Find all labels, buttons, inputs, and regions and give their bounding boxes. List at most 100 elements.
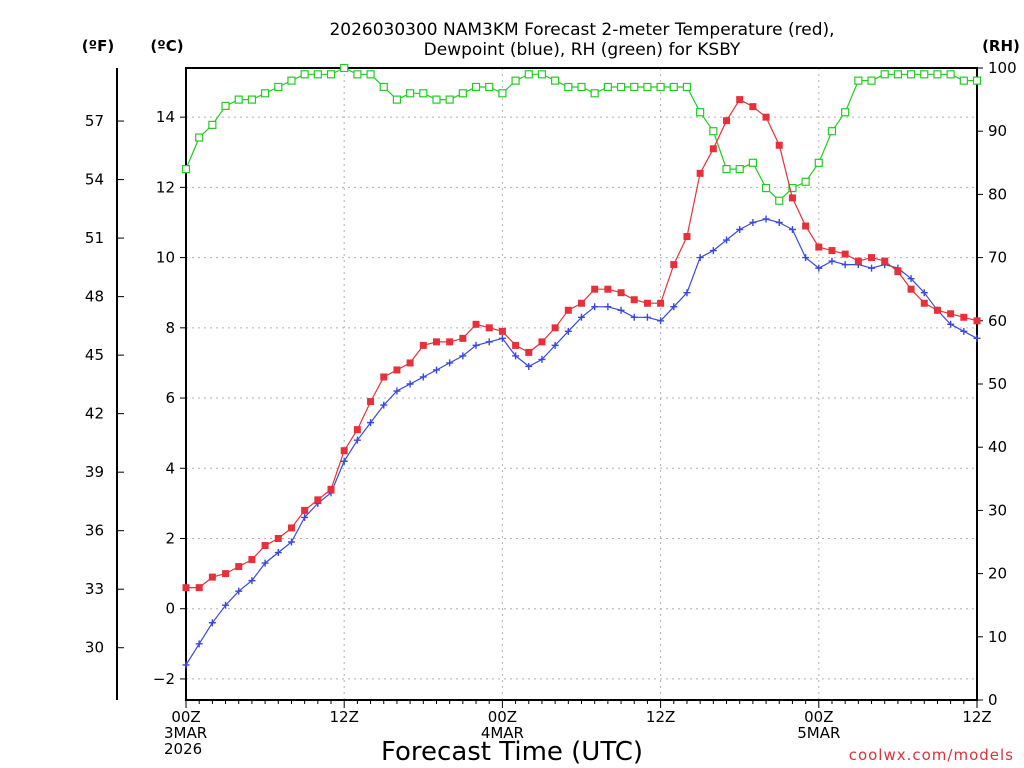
temperature-point (340, 447, 348, 455)
rh-point (485, 82, 494, 92)
dewpoint-point (670, 303, 678, 311)
rh-tick-label: 10 (988, 628, 1007, 646)
dewpoint-point (353, 436, 361, 444)
temperature-point (617, 289, 625, 297)
rh-point (379, 82, 388, 92)
dewpoint-point (920, 289, 928, 297)
temperature-point (696, 169, 704, 177)
rh-point (814, 158, 823, 167)
temperature-point (591, 285, 599, 293)
rh-point (867, 76, 876, 85)
rh-point (696, 108, 705, 117)
celsius-tick-label: −2 (153, 670, 175, 688)
temperature-point (802, 222, 810, 230)
rh-point (300, 70, 309, 79)
temperature-point (538, 338, 546, 346)
temperature-point (762, 113, 770, 121)
celsius-tick-label: 14 (156, 108, 175, 126)
celsius-tick-label: 2 (165, 529, 175, 547)
time-tick-label: 00Z (804, 708, 833, 726)
rh-point (893, 70, 903, 79)
rh-point (471, 82, 481, 92)
rh-point (234, 95, 243, 104)
dewpoint-point (683, 289, 691, 297)
rh-point (946, 70, 955, 79)
time-tick-label: 2026 (164, 740, 202, 758)
dewpoint-point (643, 313, 651, 321)
plot-frame (185, 67, 978, 701)
fahrenheit-tick-label: 42 (85, 405, 104, 423)
dewpoint-point (195, 640, 203, 648)
dewpoint-point (709, 247, 717, 255)
temperature-point (815, 243, 823, 251)
rh-point (511, 76, 520, 85)
rh-point (656, 82, 665, 92)
temperature-point (353, 426, 361, 434)
dewpoint-point (591, 303, 599, 311)
time-tick-label: 12Z (330, 708, 359, 726)
dewpoint-point (512, 352, 520, 360)
fahrenheit-tick-label: 39 (85, 463, 104, 481)
dewpoint-point (301, 513, 309, 521)
rh-axis: 0 10 20 30 40 50 60 70 80 90 100 (977, 59, 1017, 709)
rh-point (287, 76, 296, 85)
temperature-point (788, 194, 796, 202)
dewpoint-point (235, 587, 243, 595)
dewpoint-point (340, 457, 348, 465)
rh-point (906, 70, 916, 79)
rh-point (524, 70, 533, 79)
x-axis-label: Forecast Time (UTC) (381, 737, 643, 767)
rh-point (748, 158, 757, 167)
temperature-point (920, 299, 928, 307)
rh-point (313, 70, 322, 79)
celsius-axis: −2 0 2 4 6 8 10 12 14 (153, 108, 186, 688)
source-credit: coolwx.com/models (849, 746, 1014, 764)
chart-title-line-1: 2026030300 NAM3KM Forecast 2-meter Tempe… (329, 20, 834, 40)
rh-unit-label: (RH) (982, 37, 1020, 55)
temperature-point (947, 310, 955, 318)
series-temperature (182, 96, 981, 592)
fahrenheit-tick-label: 33 (85, 580, 104, 598)
temperature-point (894, 268, 902, 276)
rh-point (392, 95, 402, 104)
rh-point (775, 196, 784, 205)
rh-point (788, 183, 797, 193)
rh-point (537, 70, 547, 79)
temperature-point (274, 534, 282, 542)
temperature-point (973, 317, 981, 325)
dewpoint-point (723, 236, 731, 244)
rh-point (208, 120, 217, 129)
rh-point (933, 70, 942, 79)
time-tick-label: 12Z (646, 708, 675, 726)
temperature-point (933, 306, 941, 314)
temperature-point (182, 584, 190, 592)
dewpoint-point (419, 373, 427, 381)
rh-point (353, 70, 362, 79)
temperature-point (564, 306, 572, 314)
dewpoint-point (367, 419, 375, 427)
dewpoint-point (947, 320, 955, 328)
dewpoint-point (287, 538, 295, 546)
rh-point (551, 76, 560, 85)
rh-point (643, 82, 652, 92)
temperature-point (512, 341, 520, 349)
temperature-point (657, 299, 665, 307)
rh-point (181, 165, 191, 174)
dewpoint-point (538, 355, 546, 363)
rh-tick-label: 20 (988, 565, 1007, 583)
temperature-point (419, 341, 427, 349)
dewpoint-point (182, 661, 190, 669)
temperature-point (406, 359, 414, 367)
rh-point (195, 133, 204, 142)
series-dewpoint (182, 215, 981, 669)
rh-point (577, 82, 586, 92)
temperature-point (749, 103, 757, 111)
temperature-point (709, 145, 717, 153)
rh-tick-label: 30 (988, 501, 1007, 519)
temperature-point (195, 584, 203, 592)
rh-point (406, 89, 415, 98)
rh-point (761, 183, 771, 193)
rh-point (458, 89, 467, 98)
dewpoint-point (248, 577, 256, 585)
